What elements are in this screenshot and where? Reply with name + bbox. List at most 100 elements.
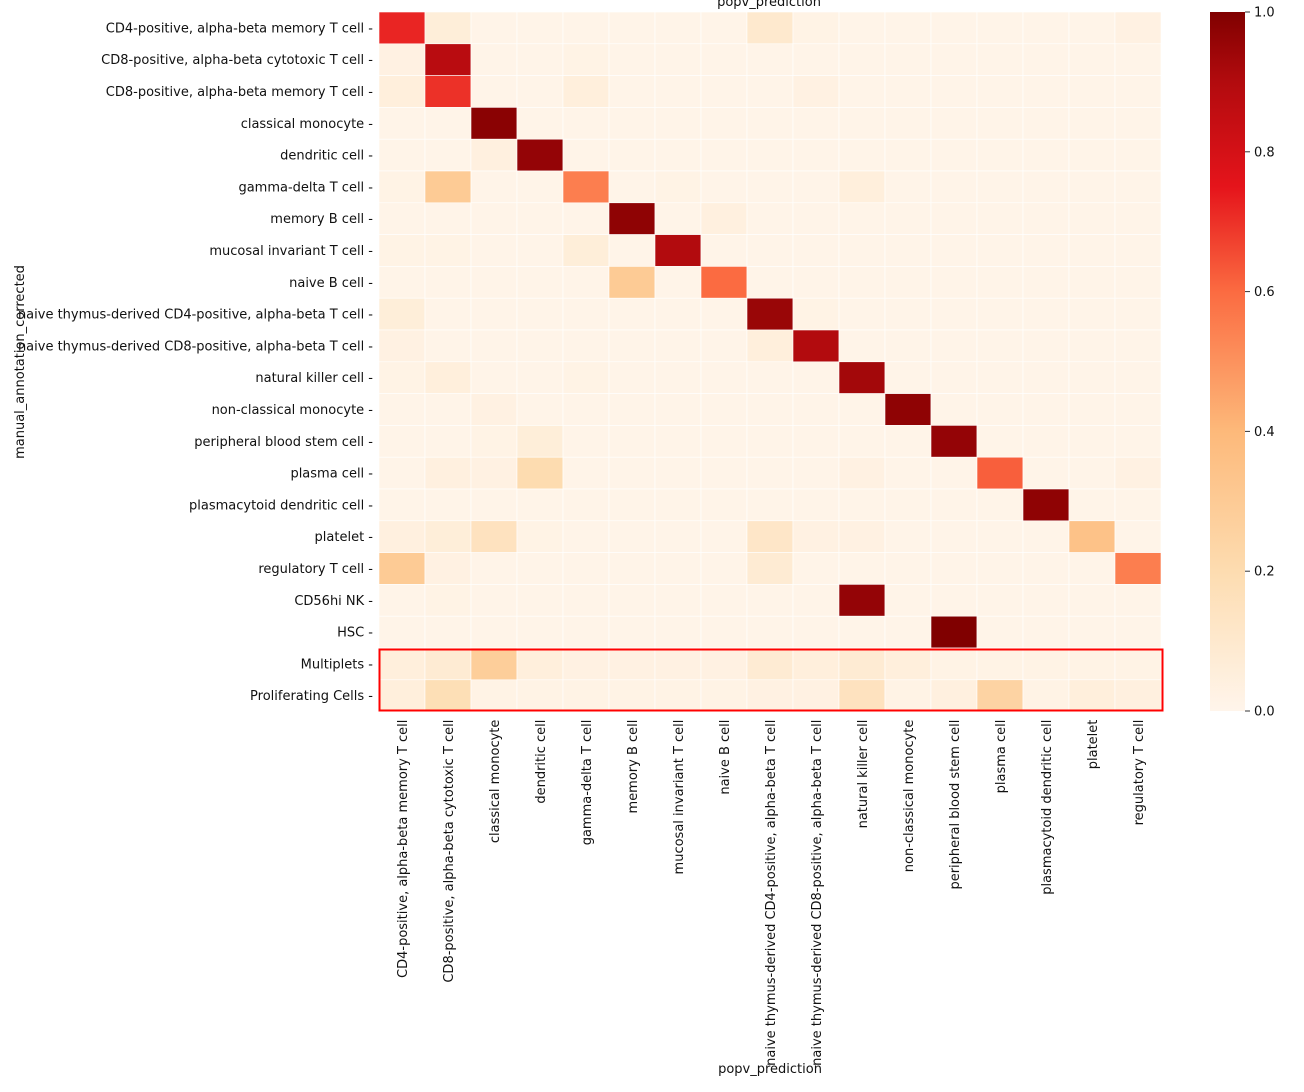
- heatmap-cell: [930, 393, 978, 426]
- heatmap-cell: [424, 234, 472, 267]
- heatmap-cell: [1114, 456, 1162, 490]
- heatmap-cell: [1022, 75, 1070, 108]
- heatmap-cell: [516, 234, 564, 267]
- heatmap-cell: [608, 615, 656, 649]
- heatmap-cell: [976, 43, 1024, 76]
- heatmap-cell: [516, 615, 564, 649]
- heatmap-cell: [1114, 202, 1162, 235]
- heatmap-cell: [562, 647, 610, 681]
- heatmap-cell: [378, 297, 426, 331]
- heatmap-cell: [470, 393, 518, 426]
- heatmap-cell: [562, 425, 610, 458]
- heatmap-cell: [424, 393, 472, 426]
- y-tick-label: dendritic cell -: [280, 149, 373, 164]
- heatmap-cell: [424, 11, 472, 45]
- y-tick-label: Multiplets -: [301, 657, 374, 672]
- heatmap-cell: [654, 107, 702, 140]
- heatmap-cell: [976, 266, 1024, 299]
- heatmap-cell: [562, 75, 610, 108]
- heatmap-cell: [378, 43, 426, 76]
- heatmap-cell: [884, 297, 932, 331]
- heatmap-cell: [1022, 170, 1070, 204]
- heatmap-cell: [792, 584, 840, 617]
- heatmap-cell: [516, 107, 564, 140]
- heatmap-cell: [792, 138, 840, 172]
- heatmap-cell: [792, 107, 840, 140]
- heatmap-cell: [470, 297, 518, 331]
- heatmap-cell: [976, 75, 1024, 108]
- heatmap-cell: [470, 170, 518, 204]
- heatmap-cell: [930, 138, 978, 172]
- heatmap-cell: [608, 456, 656, 490]
- heatmap-cell: [470, 329, 518, 363]
- heatmap-cell: [516, 584, 564, 617]
- heatmap-cell: [654, 43, 702, 76]
- x-tick-label: peripheral blood stem cell: [948, 720, 963, 890]
- heatmap-cell: [746, 43, 794, 76]
- heatmap-cell: [562, 329, 610, 363]
- heatmap-cell: [378, 456, 426, 490]
- y-tick-label: gamma-delta T cell -: [238, 180, 373, 195]
- heatmap-cell: [1022, 43, 1070, 76]
- heatmap-cells: [378, 11, 1162, 712]
- colorbar-tick-label: 0.6: [1254, 285, 1275, 300]
- heatmap-cell: [378, 615, 426, 649]
- heatmap-cell: [516, 11, 564, 45]
- heatmap-cell: [930, 43, 978, 76]
- y-tick-label: naive thymus-derived CD4-positive, alpha…: [18, 308, 373, 323]
- heatmap-cell: [700, 647, 748, 681]
- heatmap-cell: [700, 488, 748, 522]
- heatmap-cell: [792, 361, 840, 394]
- heatmap-cell: [838, 520, 886, 553]
- heatmap-cell: [516, 679, 564, 712]
- heatmap-cell: [700, 11, 748, 45]
- heatmap-cell: [608, 520, 656, 553]
- heatmap-cell: [838, 679, 886, 712]
- heatmap-cell: [1022, 361, 1070, 394]
- heatmap-cell: [608, 138, 656, 172]
- heatmap-cell: [608, 11, 656, 45]
- heatmap-cell: [378, 170, 426, 204]
- heatmap-cell: [1022, 456, 1070, 490]
- heatmap-cell: [930, 11, 978, 45]
- heatmap-cell: [792, 234, 840, 267]
- heatmap-cell: [1114, 75, 1162, 108]
- heatmap-cell: [976, 615, 1024, 649]
- heatmap-cell: [378, 138, 426, 172]
- heatmap-cell: [378, 393, 426, 426]
- heatmap-cell: [516, 266, 564, 299]
- heatmap-cell: [930, 361, 978, 394]
- heatmap-cell: [654, 202, 702, 235]
- heatmap-cell: [562, 107, 610, 140]
- heatmap-cell: [746, 170, 794, 204]
- heatmap-cell: [1022, 329, 1070, 363]
- heatmap-cell: [1022, 647, 1070, 681]
- heatmap-cell: [700, 297, 748, 331]
- heatmap-cell: [516, 202, 564, 235]
- heatmap-cell: [378, 488, 426, 522]
- heatmap-cell: [700, 456, 748, 490]
- heatmap-cell: [608, 43, 656, 76]
- heatmap-cell: [792, 647, 840, 681]
- heatmap-cell: [746, 679, 794, 712]
- heatmap-cell: [378, 552, 426, 585]
- heatmap-cell: [838, 266, 886, 299]
- heatmap-cell: [378, 266, 426, 299]
- heatmap-cell: [930, 456, 978, 490]
- x-tick-label: non-classical monocyte: [902, 720, 917, 873]
- heatmap-cell: [1114, 520, 1162, 553]
- heatmap-cell: [562, 43, 610, 76]
- heatmap-cell: [884, 170, 932, 204]
- heatmap-cell: [654, 425, 702, 458]
- heatmap-cell: [1114, 11, 1162, 45]
- heatmap-cell: [1068, 138, 1116, 172]
- heatmap-cell: [470, 615, 518, 649]
- heatmap-cell: [792, 75, 840, 108]
- heatmap-cell: [746, 266, 794, 299]
- heatmap-cell: [930, 107, 978, 140]
- heatmap-cell: [700, 584, 748, 617]
- heatmap-cell: [746, 234, 794, 267]
- heatmap-cell: [700, 138, 748, 172]
- heatmap-cell: [424, 297, 472, 331]
